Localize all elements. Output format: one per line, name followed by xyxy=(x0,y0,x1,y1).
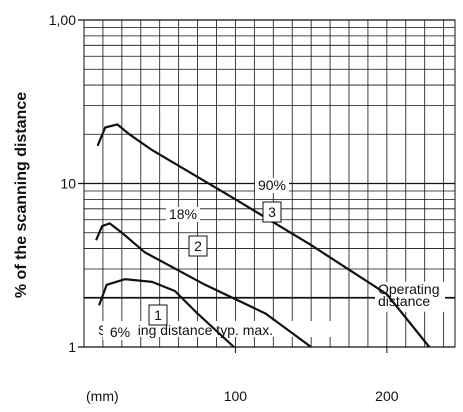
curve-name: 3 xyxy=(268,204,276,220)
curve-name: 1 xyxy=(154,307,162,323)
label-bg xyxy=(166,207,200,222)
annotation: Scanning distance typ. max. xyxy=(98,322,273,338)
x-tick-label: 100 xyxy=(224,388,248,404)
label-bg xyxy=(375,281,445,312)
curve-label: 18% xyxy=(169,206,197,222)
curve-name: 2 xyxy=(194,238,202,254)
curve-label: 6% xyxy=(110,324,130,340)
curve xyxy=(98,278,235,348)
y-tick-label: 1 xyxy=(68,339,76,355)
curve-box xyxy=(188,235,208,257)
y-axis-label: % of the scanning distance xyxy=(13,92,30,298)
annotation: distance xyxy=(378,293,430,309)
annotation: Operating xyxy=(378,281,439,297)
x-tick-label: 200 xyxy=(375,388,399,404)
curve xyxy=(96,123,431,348)
curve-box xyxy=(262,201,282,223)
curve-label: 90% xyxy=(258,177,286,193)
label-bg xyxy=(103,325,137,340)
x-axis-label: (mm) xyxy=(86,388,119,404)
curve xyxy=(95,222,312,348)
y-tick-label: 10 xyxy=(60,176,76,192)
y-tick-label: 1,00 xyxy=(49,12,76,28)
curve-box xyxy=(148,304,168,326)
label-bg xyxy=(255,178,289,193)
